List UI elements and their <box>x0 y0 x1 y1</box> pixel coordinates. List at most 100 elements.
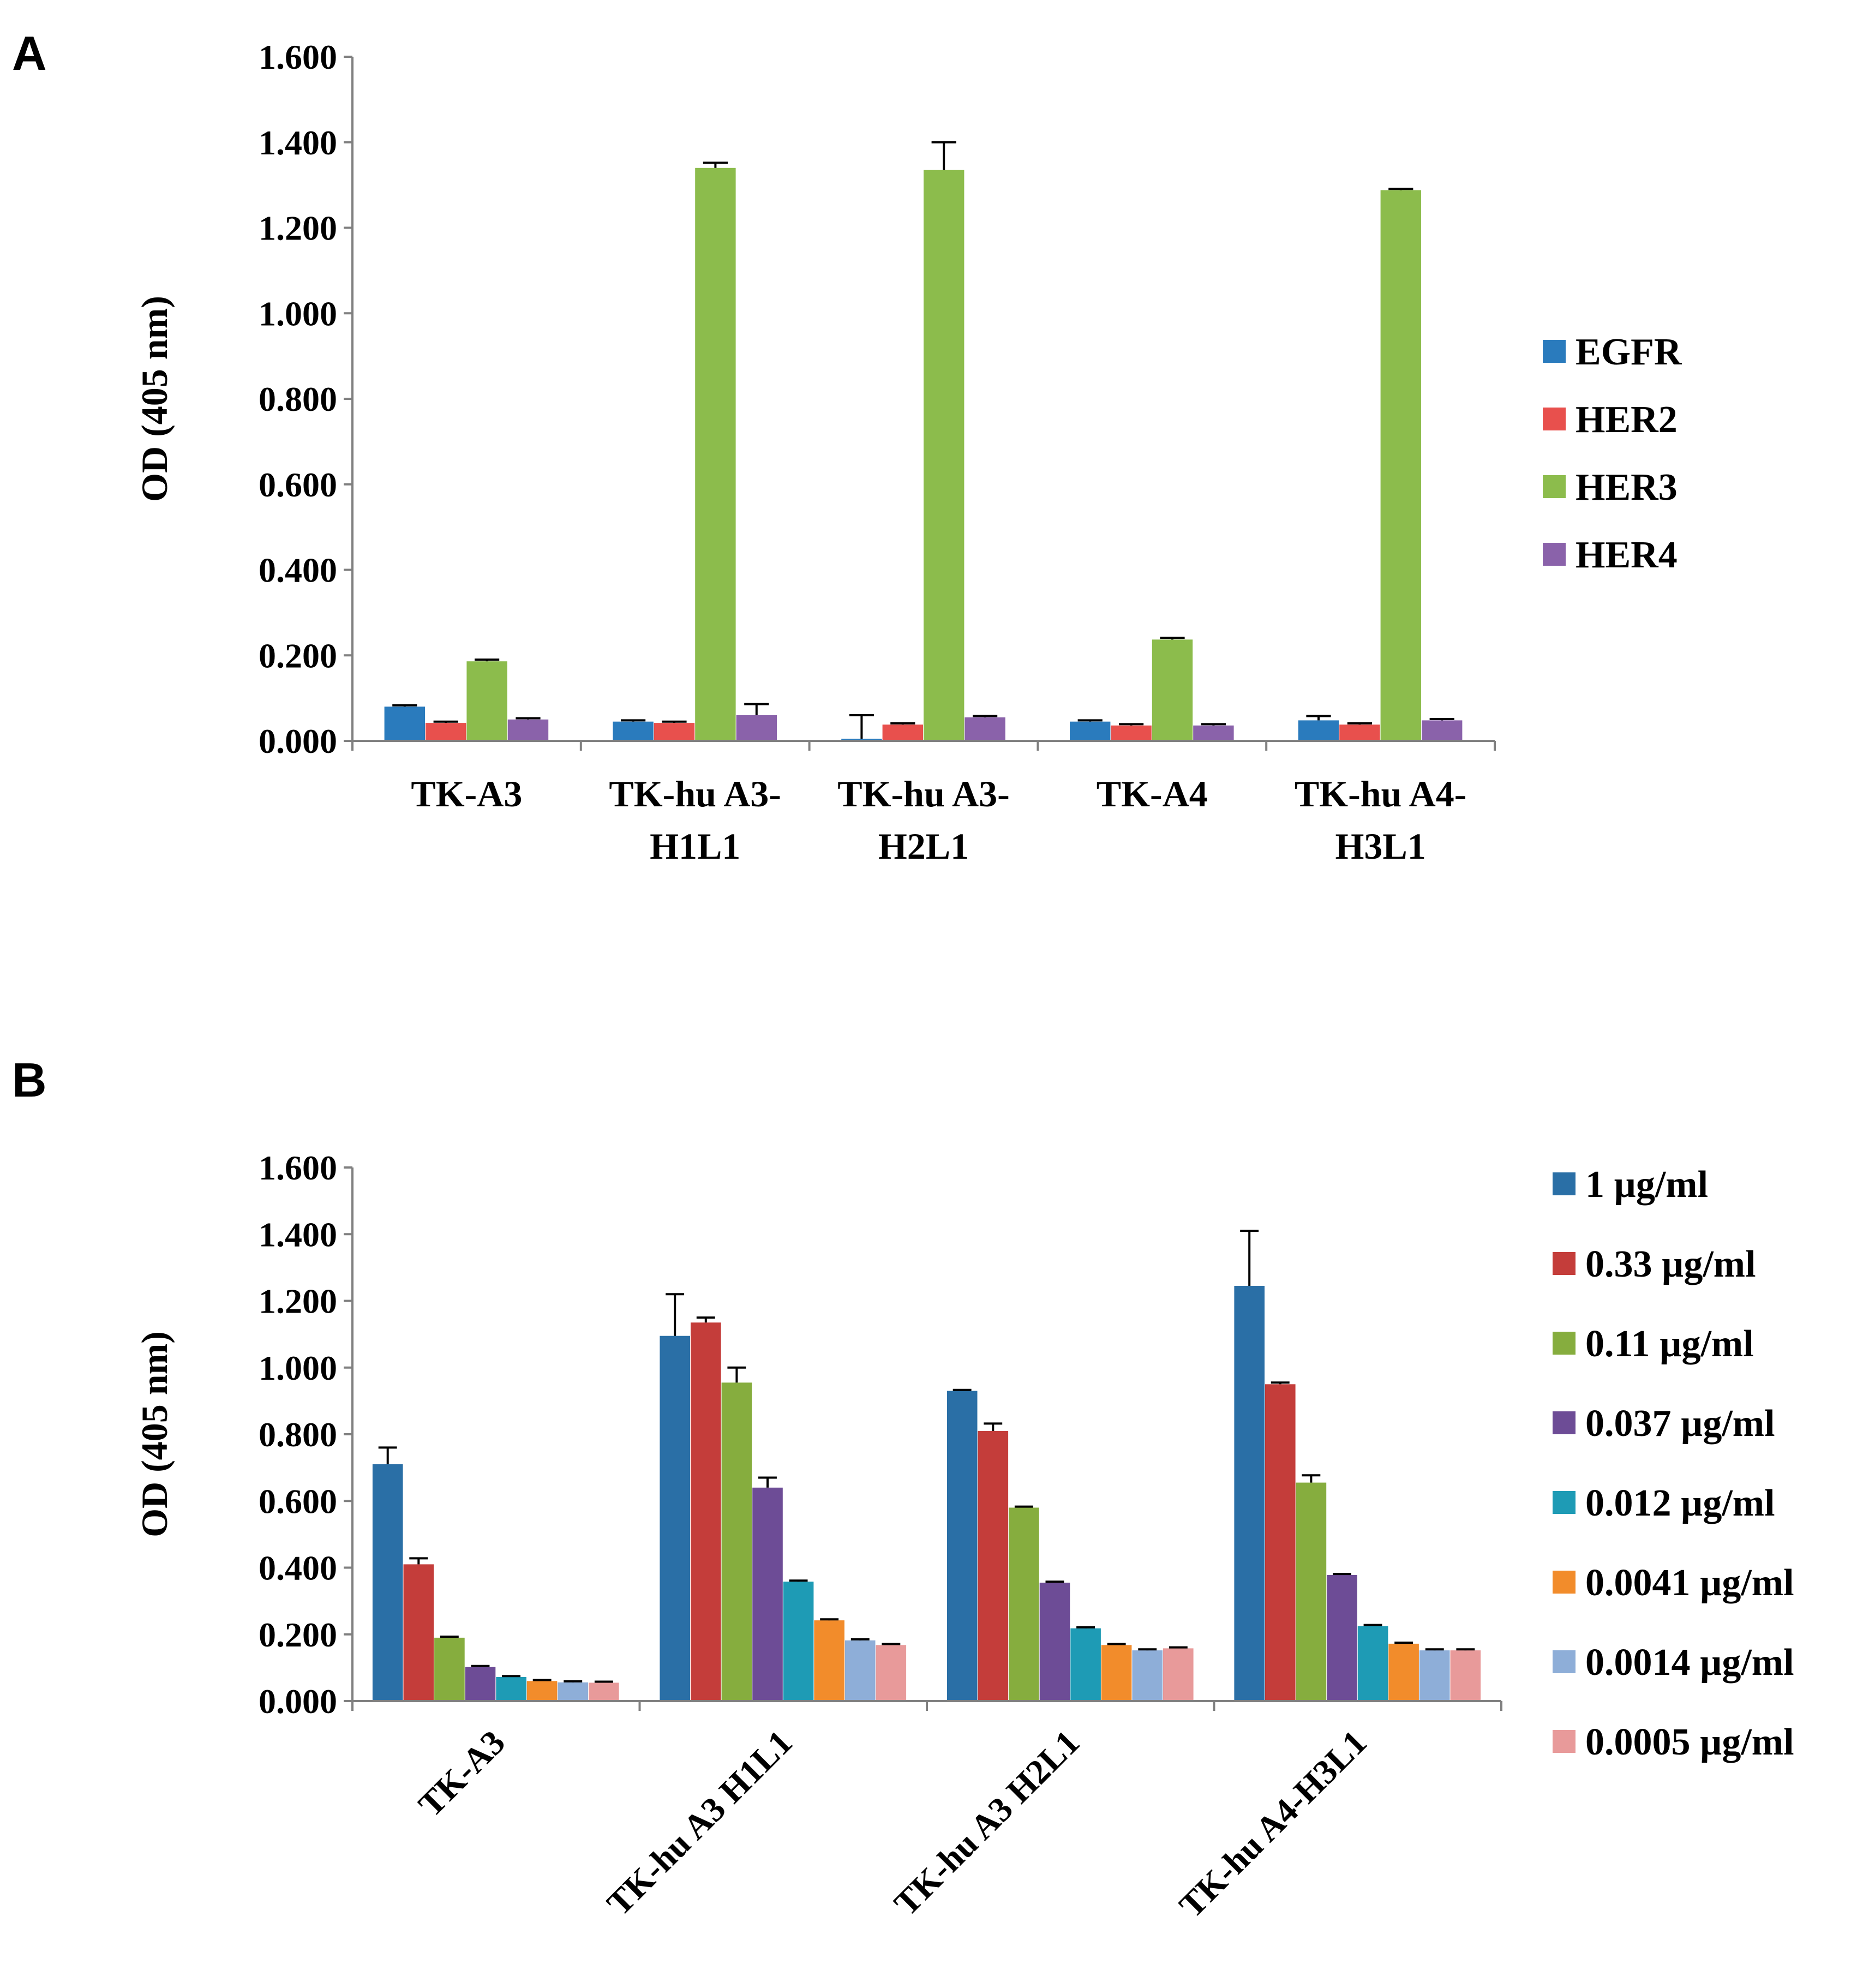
y-tick-label-a: 1.600 <box>259 38 337 76</box>
legend-label-b: 0.11 µg/ml <box>1585 1323 1754 1365</box>
bar-a-s3-c2 <box>965 717 1005 741</box>
y-axis-title-a: OD (405 nm) <box>134 296 175 502</box>
x-tick-label-a: H2L1 <box>878 825 969 867</box>
bar-a-s2-c0 <box>466 661 507 741</box>
legend-label-b: 0.037 µg/ml <box>1585 1403 1775 1445</box>
x-tick-label-a: TK-A3 <box>411 773 522 815</box>
bar-b-s0-c0 <box>372 1464 403 1701</box>
legend-label-b: 0.0005 µg/ml <box>1585 1721 1794 1763</box>
bar-b-s4-c1 <box>783 1582 814 1701</box>
bar-a-s3-c1 <box>736 715 777 741</box>
bar-b-s0-c3 <box>1234 1286 1265 1701</box>
bar-a-s1-c2 <box>882 724 923 741</box>
bar-a-s1-c4 <box>1339 724 1380 741</box>
legend-label-b: 0.33 µg/ml <box>1585 1243 1756 1285</box>
y-tick-label-a: 0.200 <box>259 636 337 675</box>
legend-swatch-b <box>1553 1172 1576 1195</box>
bar-a-s0-c1 <box>613 721 654 741</box>
legend-swatch-b <box>1553 1491 1576 1514</box>
bar-b-s1-c1 <box>691 1322 721 1701</box>
bar-a-s3-c0 <box>507 719 549 741</box>
bar-b-s4-c0 <box>496 1677 526 1701</box>
bar-b-s2-c3 <box>1296 1482 1327 1701</box>
bar-b-s1-c0 <box>403 1564 434 1701</box>
y-tick-label-b: 1.200 <box>259 1282 337 1321</box>
y-tick-label-b: 1.600 <box>259 1148 337 1187</box>
bar-b-s6-c0 <box>558 1682 588 1701</box>
bar-a-s0-c3 <box>1070 721 1111 741</box>
x-tick-label-b: TK-A3 <box>411 1723 512 1824</box>
bar-b-s3-c3 <box>1327 1574 1357 1701</box>
bar-b-s3-c2 <box>1039 1583 1070 1701</box>
bar-a-s1-c3 <box>1111 725 1152 741</box>
panel-a-label: A <box>12 26 47 80</box>
y-tick-label-a: 0.800 <box>259 380 337 418</box>
bar-b-s7-c3 <box>1450 1650 1481 1701</box>
legend-label-a: HER4 <box>1576 534 1678 576</box>
y-tick-label-b: 0.800 <box>259 1415 337 1454</box>
x-tick-label-a: TK-hu A3- <box>609 773 781 815</box>
y-tick-label-a: 0.600 <box>259 465 337 504</box>
x-tick-label-a: H3L1 <box>1335 825 1425 867</box>
bar-b-s5-c1 <box>814 1620 844 1701</box>
x-tick-label-b: TK-hu A4-H3L1 <box>1172 1723 1374 1925</box>
legend-swatch-b <box>1553 1252 1576 1275</box>
bar-b-s0-c2 <box>947 1391 978 1701</box>
y-tick-label-a: 0.400 <box>259 551 337 590</box>
bar-b-s0-c1 <box>660 1336 690 1701</box>
x-tick-label-a: H1L1 <box>650 825 740 867</box>
bar-a-s1-c0 <box>426 723 466 741</box>
bar-b-s1-c3 <box>1265 1384 1296 1701</box>
legend-swatch-a <box>1543 543 1566 566</box>
bar-b-s2-c2 <box>1009 1507 1039 1701</box>
legend-label-b: 1 µg/ml <box>1585 1164 1708 1206</box>
y-tick-label-a: 1.400 <box>259 123 337 162</box>
chart-b: 0.000 0.200 0.400 0.600 0.800 1.000 1.200 1.400… <box>134 1148 1794 1925</box>
y-tick-label-b: 0.600 <box>259 1482 337 1520</box>
chart-a: 0.000 0.200 0.400 0.600 0.800 1.000 1.200 1.400… <box>134 38 1682 867</box>
bar-a-s2-c1 <box>695 167 736 741</box>
bar-b-s7-c1 <box>876 1645 907 1701</box>
bar-a-s2-c2 <box>924 170 965 741</box>
legend-label-a: EGFR <box>1576 331 1682 373</box>
legend-swatch-b <box>1553 1411 1576 1434</box>
bar-b-s6-c1 <box>844 1640 876 1701</box>
bar-b-s5-c3 <box>1388 1643 1419 1701</box>
bar-a-s0-c4 <box>1298 720 1339 741</box>
y-axis-title-b: OD (405 nm) <box>134 1331 175 1537</box>
legend-label-b: 0.0014 µg/ml <box>1585 1642 1794 1684</box>
legend-swatch-b <box>1553 1332 1576 1355</box>
bar-b-s1-c2 <box>978 1430 1009 1701</box>
y-tick-label-a: 0.000 <box>259 722 337 761</box>
legend-swatch-b <box>1553 1650 1576 1673</box>
bar-a-s3-c3 <box>1193 725 1234 741</box>
bar-b-s6-c2 <box>1132 1650 1163 1701</box>
x-tick-label-a: TK-hu A4- <box>1295 773 1467 815</box>
bar-b-s6-c3 <box>1419 1650 1450 1701</box>
bar-b-s7-c2 <box>1163 1648 1194 1701</box>
panel-b-label: B <box>12 1053 47 1107</box>
bar-b-s4-c2 <box>1070 1628 1101 1701</box>
legend-swatch-a <box>1543 340 1566 363</box>
legend-label-a: HER2 <box>1576 399 1678 441</box>
legend-label-a: HER3 <box>1576 466 1678 508</box>
bar-b-s5-c2 <box>1101 1645 1132 1701</box>
bar-b-s2-c1 <box>721 1382 752 1701</box>
y-tick-label-b: 0.400 <box>259 1549 337 1588</box>
bar-b-s7-c0 <box>589 1682 619 1701</box>
y-tick-label-a: 1.200 <box>259 209 337 248</box>
x-tick-label-b: TK-hu A3 H2L1 <box>886 1723 1087 1923</box>
bar-b-s3-c1 <box>752 1487 783 1701</box>
y-tick-label-b: 0.200 <box>259 1615 337 1654</box>
bar-b-s5-c0 <box>526 1681 558 1701</box>
legend-swatch-a <box>1543 475 1566 498</box>
bar-b-s2-c0 <box>434 1637 465 1701</box>
legend-label-b: 0.012 µg/ml <box>1585 1482 1775 1524</box>
bar-b-s3-c0 <box>465 1667 496 1701</box>
bar-a-s1-c1 <box>654 723 695 741</box>
y-tick-label-b: 1.400 <box>259 1215 337 1254</box>
y-tick-label-b: 0.000 <box>259 1682 337 1721</box>
legend-swatch-b <box>1553 1571 1576 1594</box>
legend-label-b: 0.0041 µg/ml <box>1585 1562 1794 1604</box>
